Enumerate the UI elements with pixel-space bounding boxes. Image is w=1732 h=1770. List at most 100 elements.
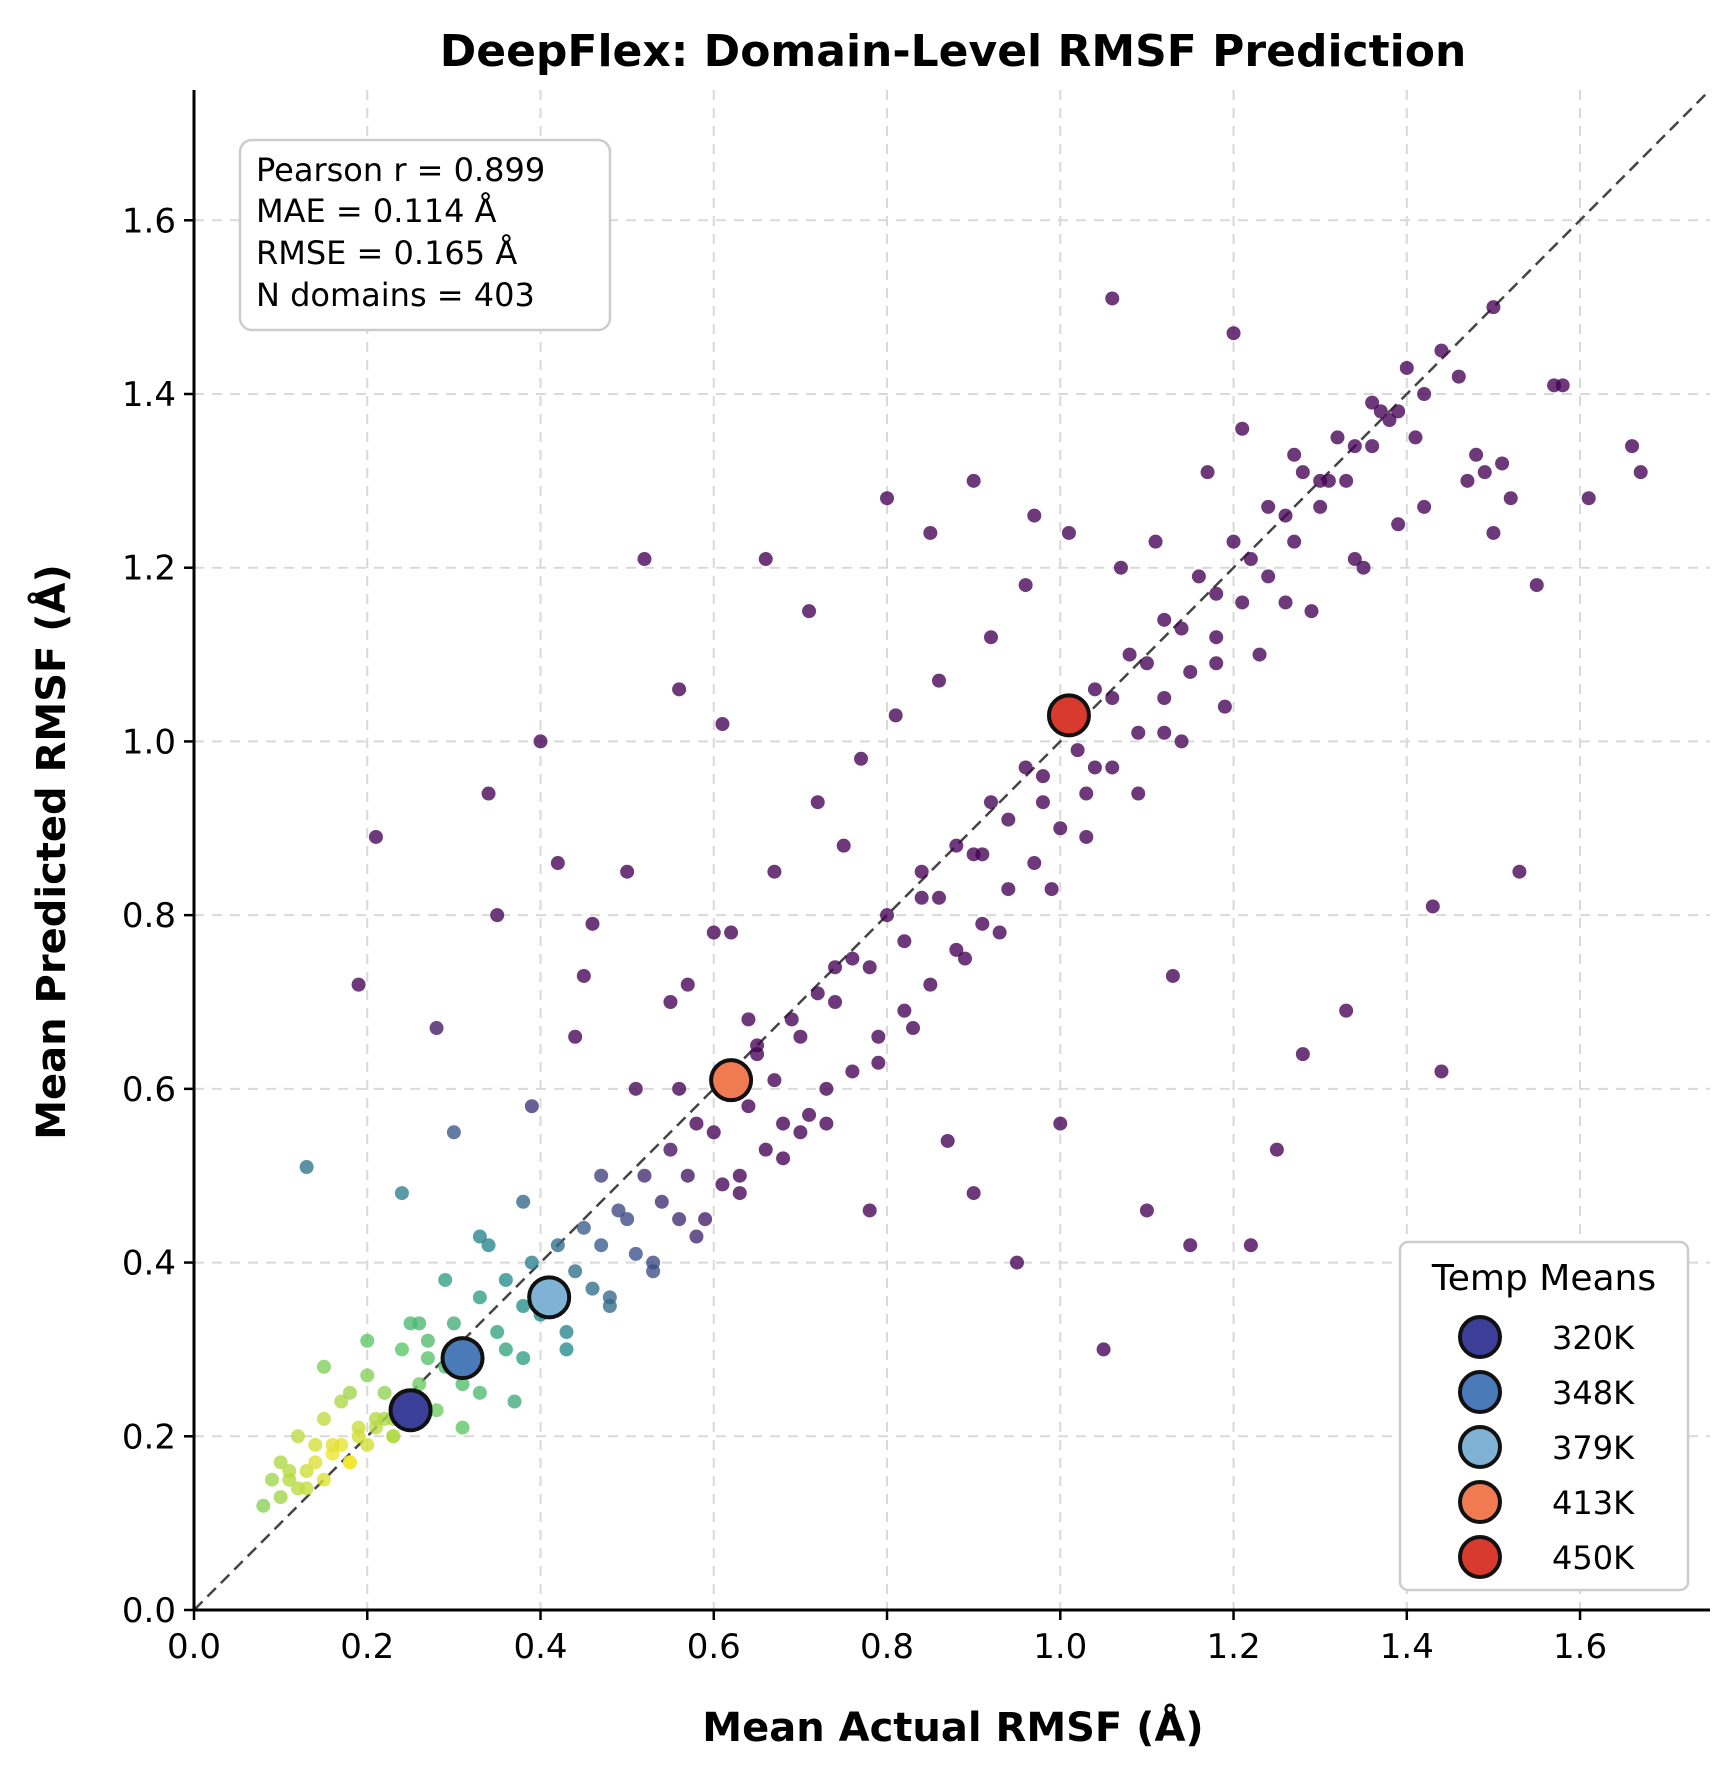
data-point-0-157 <box>819 1081 834 1096</box>
data-point-0-105 <box>481 786 496 801</box>
data-point-0-175 <box>524 1099 539 1114</box>
data-point-0-83 <box>1295 465 1310 480</box>
legend: Temp Means 320K 348K 379K 413K 450K <box>1398 1240 1690 1592</box>
data-point-0-250 <box>949 942 964 957</box>
data-point-0-134 <box>446 1125 461 1140</box>
data-point-0-6 <box>316 1472 331 1487</box>
data-point-0-88 <box>1382 413 1397 428</box>
data-point-0-57 <box>845 951 860 966</box>
data-point-0-40 <box>594 1238 609 1253</box>
x-axis-ticks: 0.0 0.2 0.4 0.6 0.8 1.0 1.2 1.4 1.6 <box>167 1610 1607 1667</box>
data-point-0-258 <box>1157 691 1172 705</box>
data-point-0-239 <box>689 1229 704 1244</box>
data-point-0-132 <box>1183 1238 1198 1253</box>
x-tick-label-7: 1.4 <box>1380 1627 1434 1667</box>
legend-marker-320K <box>1458 1315 1502 1359</box>
data-point-0-224 <box>368 1411 383 1426</box>
data-point-0-191 <box>1235 421 1250 436</box>
data-point-0-127 <box>620 864 635 879</box>
data-point-0-165 <box>1174 734 1189 749</box>
data-point-0-241 <box>732 1186 747 1201</box>
data-point-0-264 <box>1313 499 1328 514</box>
data-point-0-87 <box>1365 395 1380 410</box>
data-point-0-210 <box>975 847 990 862</box>
data-point-0-0 <box>256 1498 271 1513</box>
data-point-0-242 <box>758 1142 773 1157</box>
data-point-0-164 <box>1131 786 1146 801</box>
data-point-0-33 <box>498 1272 513 1287</box>
data-point-0-48 <box>706 1125 721 1140</box>
data-point-0-123 <box>1434 1064 1449 1079</box>
data-point-0-207 <box>741 1012 756 1027</box>
data-point-0-21 <box>334 1394 349 1409</box>
data-point-0-90 <box>1417 387 1432 401</box>
data-point-0-228 <box>455 1377 470 1392</box>
data-point-0-115 <box>923 525 938 540</box>
legend-title: Temp Means <box>1431 1258 1656 1299</box>
x-tick-label-0: 0.0 <box>167 1627 221 1667</box>
data-point-0-58 <box>862 960 877 975</box>
data-point-0-55 <box>810 986 825 1001</box>
data-point-0-142 <box>1165 968 1180 983</box>
data-point-0-34 <box>516 1299 531 1313</box>
data-point-0-18 <box>290 1429 305 1444</box>
data-point-0-133 <box>1269 1142 1284 1157</box>
y-tick-label-2: 0.4 <box>122 1244 176 1284</box>
data-point-0-140 <box>1009 1255 1024 1270</box>
data-point-0-72 <box>1105 691 1120 705</box>
data-point-0-249 <box>923 977 938 992</box>
data-point-0-42 <box>620 1212 635 1227</box>
data-point-0-54 <box>793 1029 808 1044</box>
data-point-0-238 <box>672 1212 687 1227</box>
data-point-0-155 <box>732 1168 747 1183</box>
x-tick-label-6: 1.2 <box>1207 1627 1261 1667</box>
x-tick-label-1: 0.2 <box>340 1627 394 1667</box>
data-point-0-260 <box>1209 630 1224 645</box>
data-point-0-68 <box>1035 769 1050 784</box>
x-tick-label-2: 0.4 <box>513 1627 567 1667</box>
y-axis-ticks: 0.0 0.2 0.4 0.6 0.8 1.0 1.2 1.4 1.6 <box>122 201 194 1631</box>
data-point-0-240 <box>715 1177 730 1192</box>
data-point-0-202 <box>438 1272 453 1287</box>
data-point-0-183 <box>888 708 903 723</box>
data-point-0-95 <box>1503 491 1518 506</box>
data-point-0-130 <box>966 1186 981 1201</box>
data-point-0-236 <box>628 1246 643 1261</box>
data-point-0-195 <box>1408 430 1423 445</box>
data-point-0-70 <box>1070 743 1085 758</box>
data-point-0-247 <box>871 1029 886 1044</box>
data-point-0-96 <box>1529 578 1544 593</box>
data-point-0-73 <box>1122 647 1137 662</box>
data-point-0-227 <box>429 1403 444 1418</box>
data-point-0-50 <box>741 1099 756 1114</box>
data-point-0-229 <box>472 1385 487 1400</box>
data-point-0-170 <box>1391 517 1406 532</box>
legend-marker-348K <box>1458 1370 1502 1414</box>
data-point-0-146 <box>342 1385 357 1400</box>
x-tick-label-8: 1.6 <box>1553 1627 1607 1667</box>
data-point-0-184 <box>932 673 947 688</box>
data-point-0-136 <box>663 995 678 1009</box>
data-point-0-113 <box>836 838 851 853</box>
temp-mean-marker-379K <box>527 1275 572 1320</box>
data-point-0-121 <box>1295 1047 1310 1062</box>
data-point-0-263 <box>1287 534 1302 549</box>
data-point-0-101 <box>351 977 366 992</box>
data-point-0-17 <box>273 1455 288 1470</box>
data-point-0-5 <box>308 1455 323 1470</box>
data-point-0-63 <box>949 838 964 853</box>
data-point-0-212 <box>1087 760 1102 775</box>
data-point-0-114 <box>880 491 895 506</box>
data-point-0-141 <box>1096 1342 1111 1357</box>
data-point-0-168 <box>1304 604 1319 619</box>
data-point-0-218 <box>1486 525 1501 540</box>
legend-marker-413K <box>1458 1480 1502 1524</box>
data-point-0-222 <box>325 1437 340 1452</box>
data-point-0-253 <box>1027 856 1042 871</box>
data-point-0-144 <box>1339 1003 1354 1018</box>
data-point-0-94 <box>1486 300 1501 315</box>
data-point-0-257 <box>1131 725 1146 740</box>
data-point-0-99 <box>1625 439 1640 454</box>
data-point-0-24 <box>377 1385 392 1400</box>
data-point-0-110 <box>715 717 730 732</box>
